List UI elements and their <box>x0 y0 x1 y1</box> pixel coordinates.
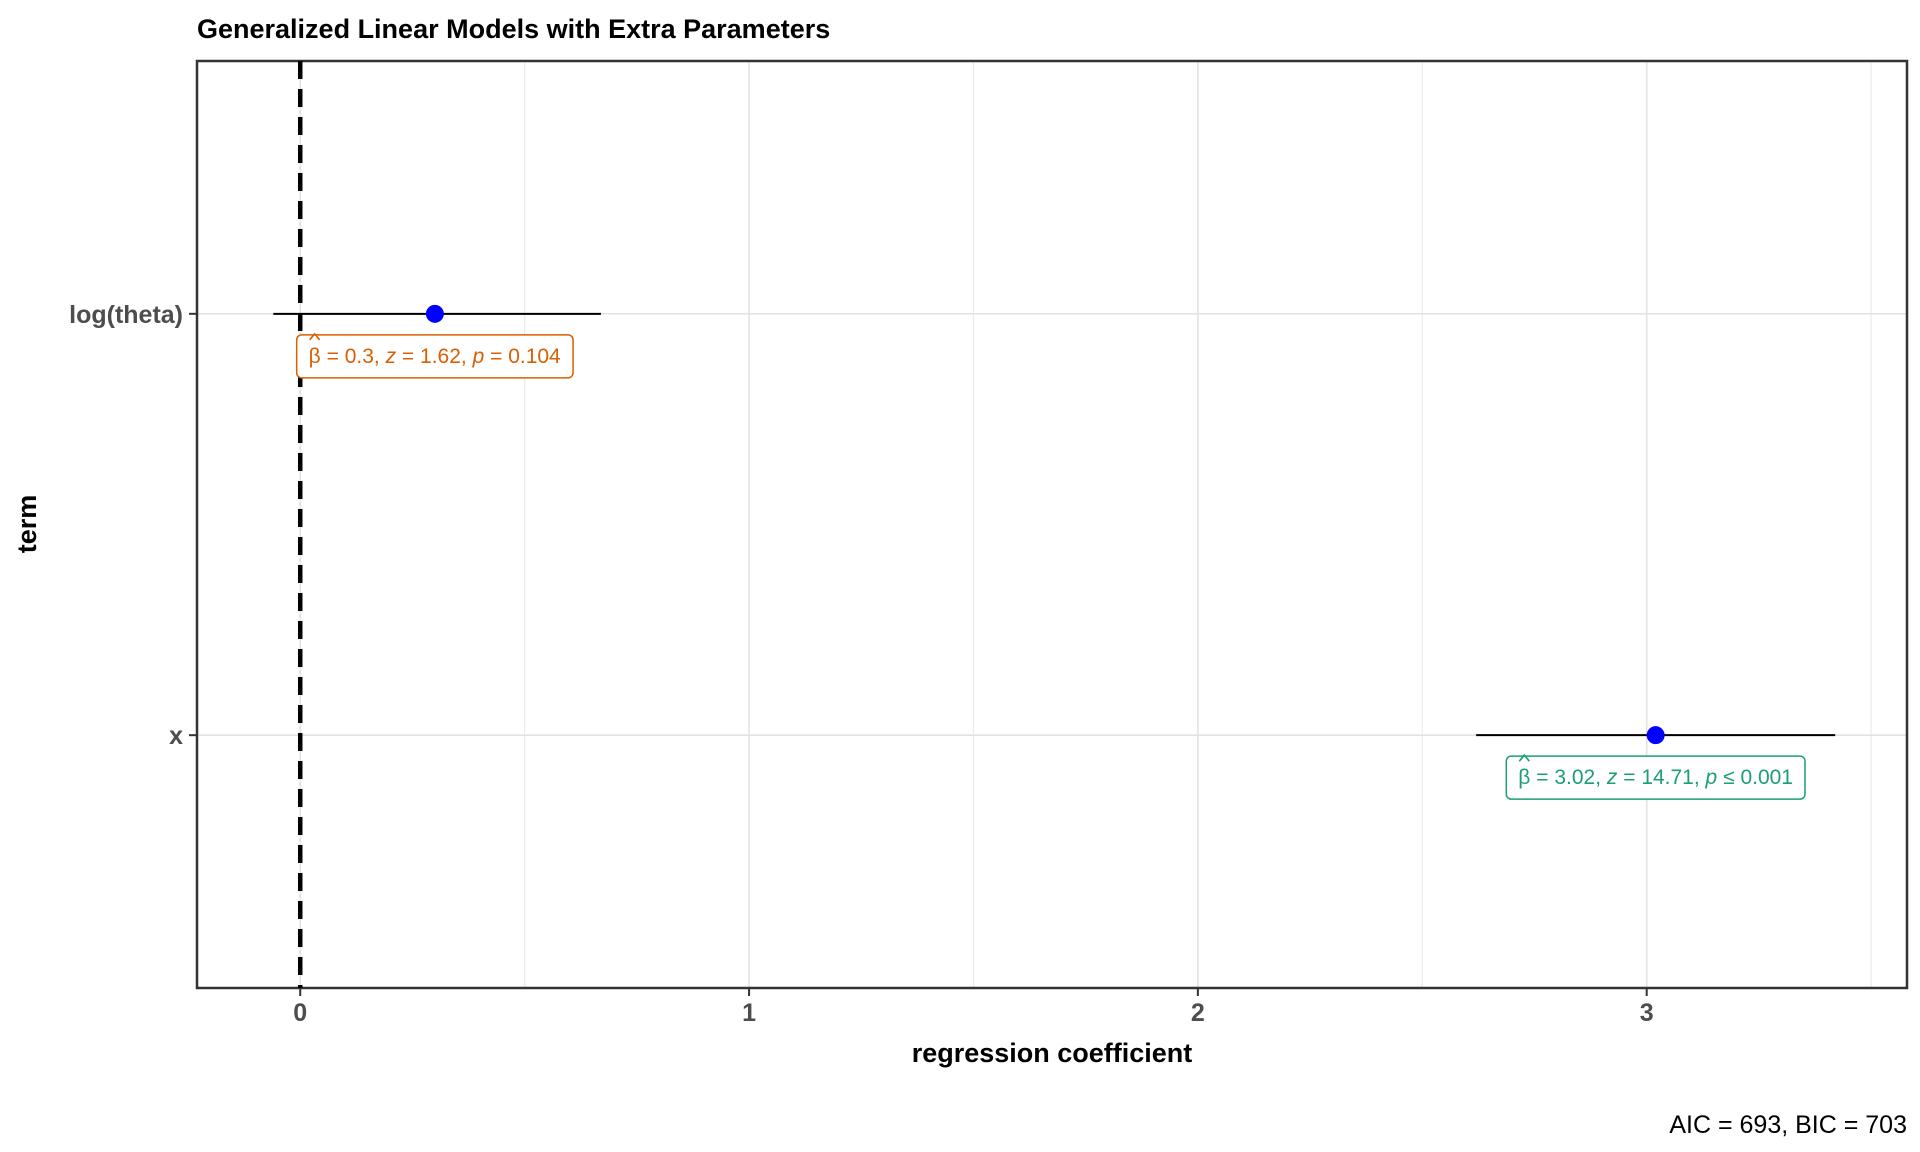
estimate-point <box>425 304 444 323</box>
estimate-label-box <box>295 334 574 379</box>
x-axis-title: regression coefficient <box>912 1038 1193 1068</box>
x-tick-label: 1 <box>742 999 756 1027</box>
x-tick-label: 2 <box>1191 999 1205 1027</box>
plot-panel <box>195 59 1909 990</box>
estimate-label-text: β = 3.02, z = 14.71, p ≤ 0.001 <box>1518 766 1793 789</box>
coefficient-marks: β = 0.3, z = 1.62, p = 0.104 β = 3.02, z … <box>273 304 1836 800</box>
y-tick-label: x <box>169 722 183 750</box>
estimate-label: β = 3.02, z = 14.71, p ≤ 0.001 <box>1505 753 1806 800</box>
x-tick-label: 0 <box>293 999 307 1027</box>
estimate-label: β = 0.3, z = 1.62, p = 0.104 <box>295 332 574 379</box>
estimate-point <box>1646 726 1665 745</box>
estimate-label-box <box>1505 755 1806 800</box>
x-axis-ticks: 0 1 2 3 <box>293 988 1654 1027</box>
beta-hat-mark <box>1518 753 1530 762</box>
x-tick-label: 3 <box>1640 999 1654 1027</box>
estimate-label-text: β = 0.3, z = 1.62, p = 0.104 <box>309 345 561 368</box>
chart-caption: AIC = 693, BIC = 703 <box>1669 1111 1907 1139</box>
y-axis-title: term <box>12 495 42 554</box>
y-axis-ticks: log(theta) x <box>69 301 197 750</box>
beta-hat-mark <box>309 332 321 341</box>
y-tick-label: log(theta) <box>69 301 183 329</box>
chart-title: Generalized Linear Models with Extra Par… <box>197 14 830 44</box>
